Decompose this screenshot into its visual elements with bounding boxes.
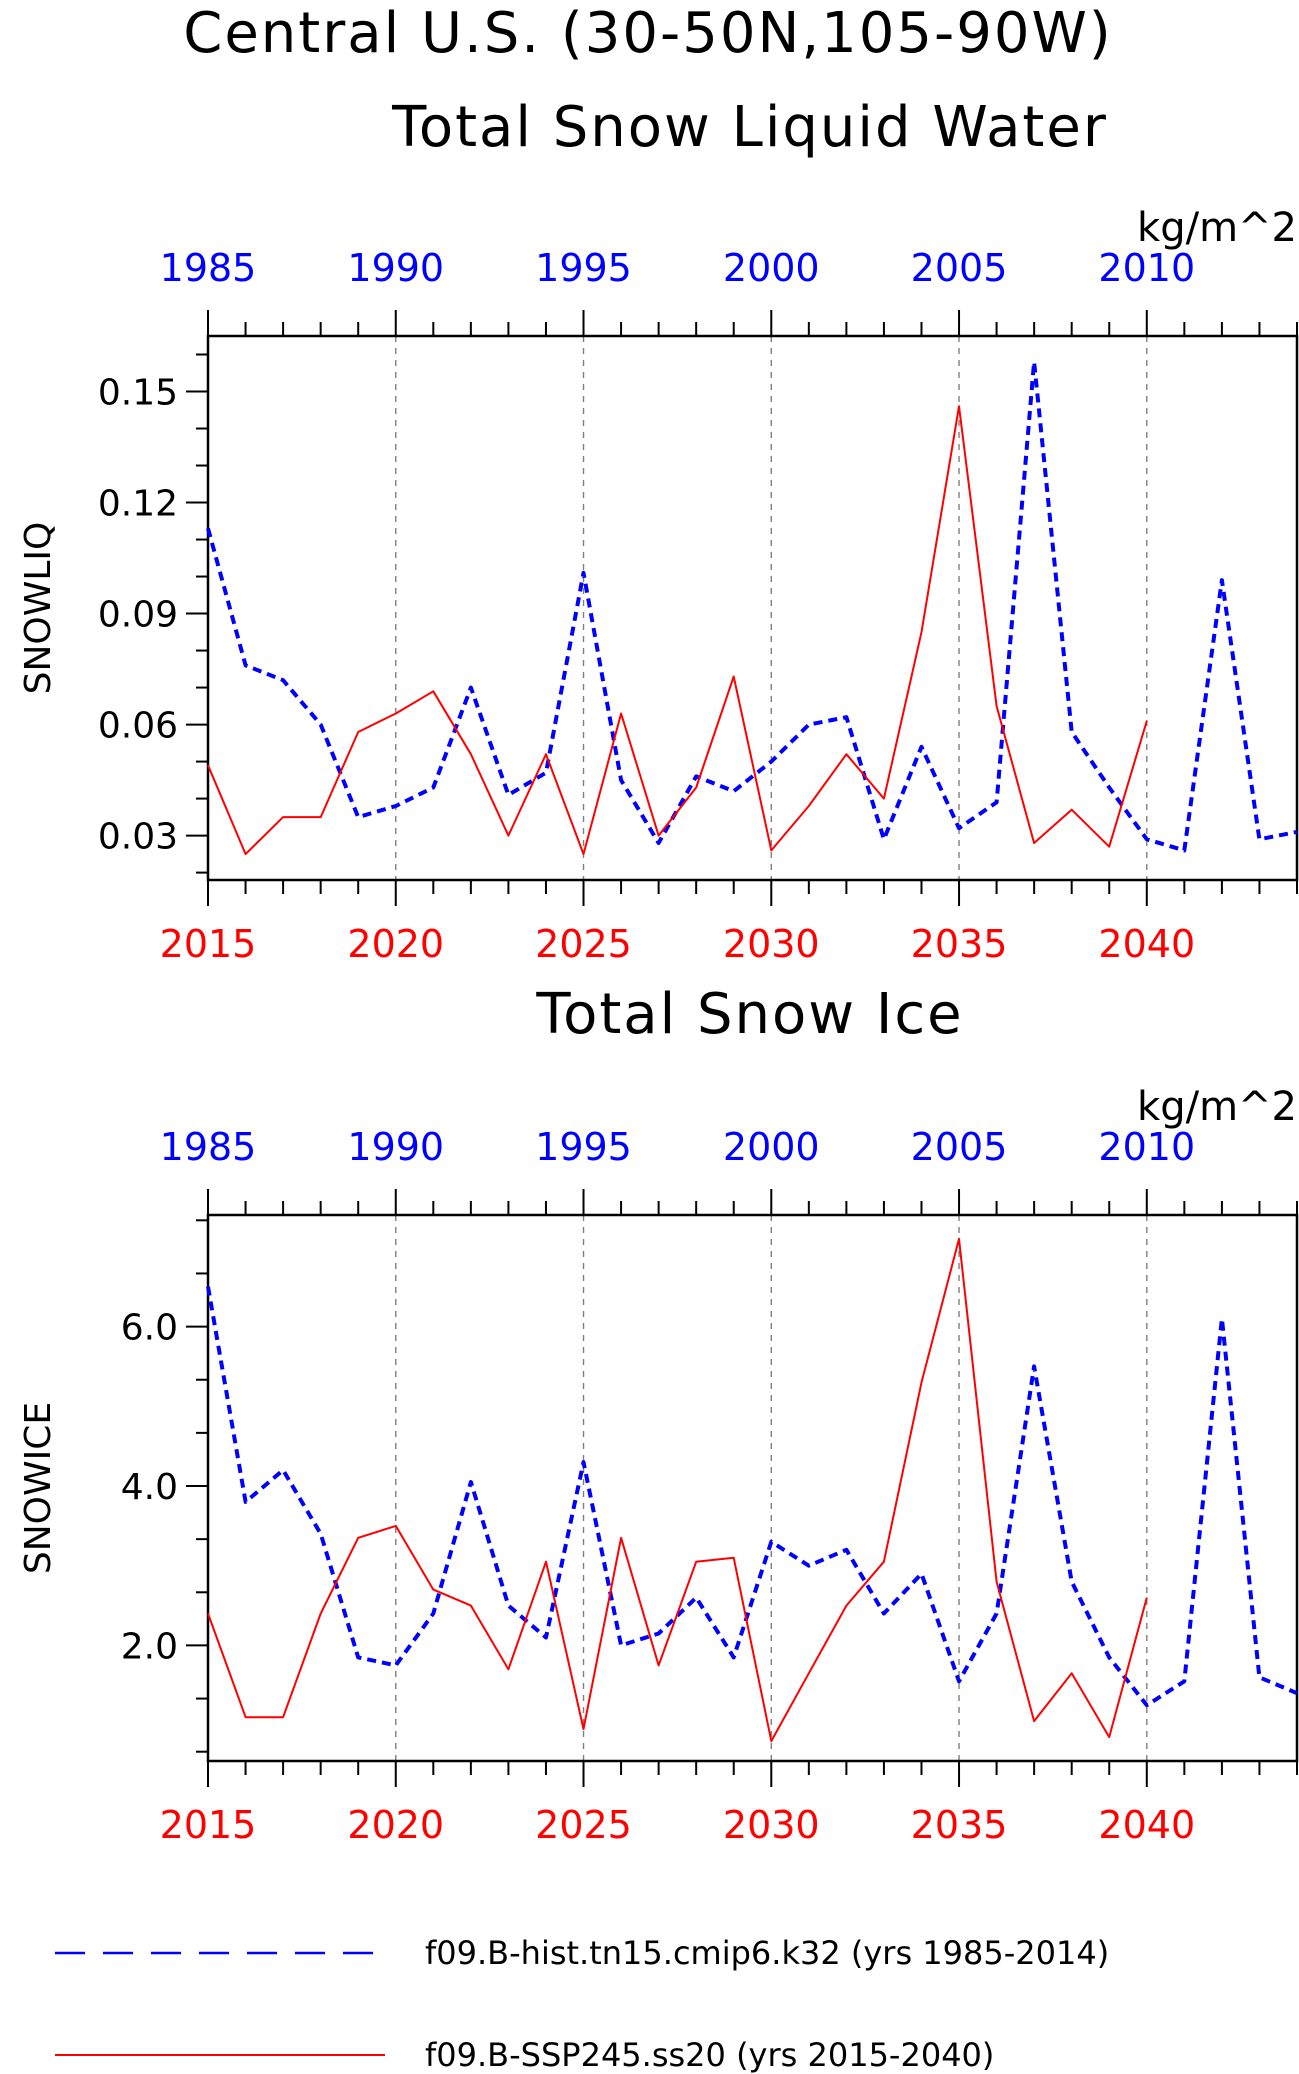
ssp-series-line (207, 405, 1148, 856)
bottom-axis-tick-label: 2040 (1098, 1803, 1195, 1847)
y-tick-label: 0.06 (98, 706, 178, 747)
plot-frame (206, 334, 1299, 882)
main-title: Central U.S. (30-50N,105-90W) (183, 1, 1112, 66)
top-axis-tick-label: 2000 (723, 246, 820, 290)
top-axis-tick-label: 2000 (723, 1125, 820, 1169)
bottom-axis-tick-label: 2020 (347, 922, 444, 966)
y-tick-label: 0.09 (98, 595, 178, 636)
units-label: kg/m^2 (1137, 1084, 1297, 1130)
bottom-axis-tick-label: 2015 (160, 922, 257, 966)
top-axis-tick-label: 1985 (160, 246, 257, 290)
top-axis-tick-label: 2010 (1098, 246, 1195, 290)
plot-frame (206, 1213, 1299, 1763)
ssp-series-line (207, 1237, 1148, 1743)
top-axis-tick-label: 2005 (911, 246, 1008, 290)
panel2-title: Total Snow Ice (535, 982, 963, 1047)
snowice-panel: 2.0 4.0 6.0 1985 1990 1995 2000 2005 2010 2015 202… (18, 1084, 1299, 1847)
top-axis-tick-label: 1990 (347, 1125, 444, 1169)
bottom-axis-tick-label: 2020 (347, 1803, 444, 1847)
panel1-title: Total Snow Liquid Water (391, 95, 1108, 160)
top-axis-tick-label: 2010 (1098, 1125, 1195, 1169)
bottom-axis-tick-label: 2035 (911, 1803, 1008, 1847)
units-label: kg/m^2 (1137, 205, 1297, 251)
bottom-axis-tick-label: 2030 (723, 1803, 820, 1847)
bottom-axis-tick-label: 2035 (911, 922, 1008, 966)
y-tick-label: 6.0 (121, 1308, 178, 1349)
y-tick-label: 4.0 (121, 1467, 178, 1508)
legend-ssp-label: f09.B-SSP245.ss20 (yrs 2015-2040) (425, 2036, 994, 2074)
y-tick-label: 0.03 (98, 817, 178, 858)
snowliq-panel: 0.03 0.06 0.09 0.12 0.15 1985 1990 1995 2000 2005… (18, 205, 1299, 966)
y-axis-label: SNOWICE (18, 1402, 59, 1574)
bottom-axis-tick-label: 2030 (723, 922, 820, 966)
legend-hist-label: f09.B-hist.tn15.cmip6.k32 (yrs 1985-2014… (425, 1934, 1109, 1972)
bottom-axis-tick-label: 2015 (160, 1803, 257, 1847)
top-axis-tick-label: 2005 (911, 1125, 1008, 1169)
bottom-axis-tick-label: 2040 (1098, 922, 1195, 966)
bottom-axis-tick-label: 2025 (535, 922, 632, 966)
hist-series-line (206, 1286, 1298, 1708)
y-tick-label: 0.12 (98, 484, 178, 525)
top-axis-tick-label: 1995 (535, 1125, 632, 1169)
y-tick-label: 2.0 (121, 1626, 178, 1667)
top-axis-tick-label: 1985 (160, 1125, 257, 1169)
legend: f09.B-hist.tn15.cmip6.k32 (yrs 1985-2014… (55, 1934, 1109, 2074)
y-tick-label: 0.15 (98, 373, 178, 414)
y-axis-label: SNOWLIQ (18, 522, 59, 695)
bottom-axis-tick-label: 2025 (535, 1803, 632, 1847)
top-axis-tick-label: 1990 (347, 246, 444, 290)
top-axis-tick-label: 1995 (535, 246, 632, 290)
hist-series-line (206, 359, 1298, 853)
